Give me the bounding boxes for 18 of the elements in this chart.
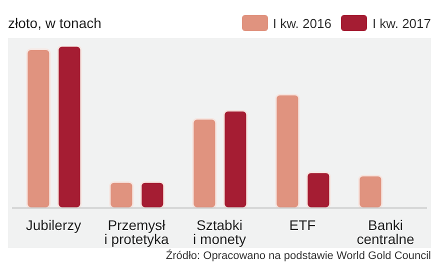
x-tick-label: ETF	[289, 217, 316, 233]
bar	[223, 110, 248, 208]
x-tick-label: Sztabki i monety	[193, 217, 246, 247]
legend-label: I kw. 2017	[372, 16, 431, 30]
legend-label: I kw. 2016	[272, 16, 332, 30]
text: Źródło: Opracowano na podstawie World Gold Council	[164, 250, 431, 262]
x-tick-label: Jubilerzy	[26, 217, 82, 233]
bar	[275, 94, 300, 208]
bar	[192, 118, 217, 208]
bar	[26, 48, 51, 208]
bar	[306, 172, 331, 208]
bar	[57, 46, 82, 208]
bar	[140, 181, 165, 208]
x-tick-label: Przemysł i protetyka	[104, 217, 170, 247]
bar	[109, 181, 134, 208]
chart-title: złoto, w tonach	[8, 15, 102, 31]
x-tick-label: Banki centralne	[356, 217, 415, 247]
bar	[358, 174, 383, 208]
